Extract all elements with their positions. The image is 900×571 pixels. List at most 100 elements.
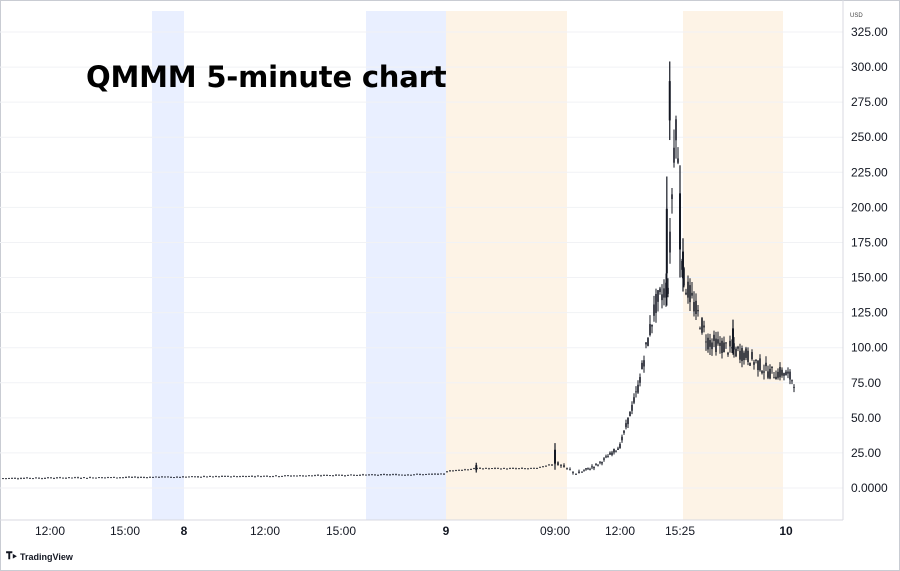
candle-body (116, 477, 118, 479)
candle-body (695, 300, 697, 315)
candle-body (637, 384, 639, 393)
candle-body (731, 347, 733, 349)
candle-body (494, 467, 496, 469)
candle-body (137, 477, 139, 479)
candle-body (767, 371, 769, 378)
candle-body (452, 470, 454, 472)
candle-body (428, 473, 430, 475)
candle-body (729, 340, 731, 347)
candle-body (107, 477, 109, 479)
candle-body (92, 477, 94, 479)
candle-body (395, 474, 397, 476)
candle-body (735, 348, 737, 357)
candle-body (775, 376, 777, 380)
candle-body (62, 477, 64, 479)
candle-body (302, 475, 304, 477)
candle-body (71, 477, 73, 479)
candle-body (655, 293, 657, 313)
tradingview-logo[interactable]: 𝐓▸ TradingView (6, 551, 73, 562)
candle-body (651, 324, 653, 327)
candle-body (44, 477, 46, 479)
candle-body (693, 302, 695, 312)
candle-body (392, 474, 394, 476)
candle-body (299, 475, 301, 477)
candle-body (11, 477, 13, 479)
candle-body (230, 476, 232, 478)
candle-body (365, 474, 367, 476)
y-tick-label: 200.00 (851, 200, 888, 214)
candle-body (200, 476, 202, 478)
candle-body (536, 467, 538, 469)
candle-body (191, 476, 193, 478)
candle-body (161, 476, 163, 478)
candle-body (613, 449, 615, 453)
candle-body (787, 371, 789, 374)
candle-body (266, 475, 268, 477)
candle-body (212, 476, 214, 478)
candle-body (461, 469, 463, 471)
candle-body (657, 290, 659, 302)
candle-body (446, 471, 448, 473)
candle-body (14, 477, 16, 479)
candle-body (182, 476, 184, 478)
candle-body (455, 469, 457, 471)
candle-body (503, 467, 505, 469)
candle-body (29, 477, 31, 479)
candle-body (239, 476, 241, 478)
candle-body (619, 443, 621, 449)
candle-body (263, 475, 265, 477)
candle-body (47, 477, 49, 479)
candle-body (518, 468, 520, 470)
candle-body (578, 471, 580, 474)
candle-body (647, 337, 649, 346)
candle-body (407, 474, 409, 476)
candle-body (649, 324, 651, 336)
candle-body (119, 477, 121, 479)
candle-body (245, 476, 247, 478)
candle-body (585, 468, 587, 470)
candle-body (467, 469, 469, 471)
candle-body (32, 478, 34, 480)
y-tick-label: 25.00 (851, 446, 881, 460)
candle-body (627, 417, 629, 425)
candle-body (197, 476, 199, 478)
candle-body (587, 467, 589, 469)
x-tick-label: 10 (779, 524, 793, 538)
candle-body (236, 476, 238, 478)
x-tick-label: 15:00 (326, 524, 356, 538)
candle-body (669, 231, 671, 253)
candle-body (591, 466, 593, 468)
candle-body (733, 343, 735, 350)
candle-body (745, 348, 747, 358)
candle-body (689, 285, 691, 303)
candle-body (473, 468, 475, 470)
y-tick-label: 175.00 (851, 235, 888, 249)
candle-body (653, 304, 655, 316)
candle-body (95, 477, 97, 479)
candle-body (179, 476, 181, 478)
candle-body (353, 474, 355, 476)
candle-body (527, 468, 529, 470)
candle-body (377, 474, 379, 476)
candle-body (188, 476, 190, 478)
candle-body (563, 465, 565, 468)
candle-body (314, 475, 316, 477)
candle-spike-body (665, 208, 668, 274)
candle-body (281, 475, 283, 477)
candle-body (344, 475, 346, 477)
candle-body (8, 478, 10, 480)
candle-body (611, 452, 613, 455)
candle-body (753, 362, 755, 365)
candle-body (209, 475, 211, 477)
candle-body (26, 477, 28, 479)
candle-body (781, 369, 783, 376)
candle-body (524, 468, 526, 470)
candle-body (224, 475, 226, 477)
candle-body (359, 474, 361, 476)
candle-body (383, 474, 385, 476)
candle-body (122, 477, 124, 479)
candle-body (727, 352, 729, 355)
candle-body (687, 281, 689, 298)
candle-body (464, 469, 466, 471)
